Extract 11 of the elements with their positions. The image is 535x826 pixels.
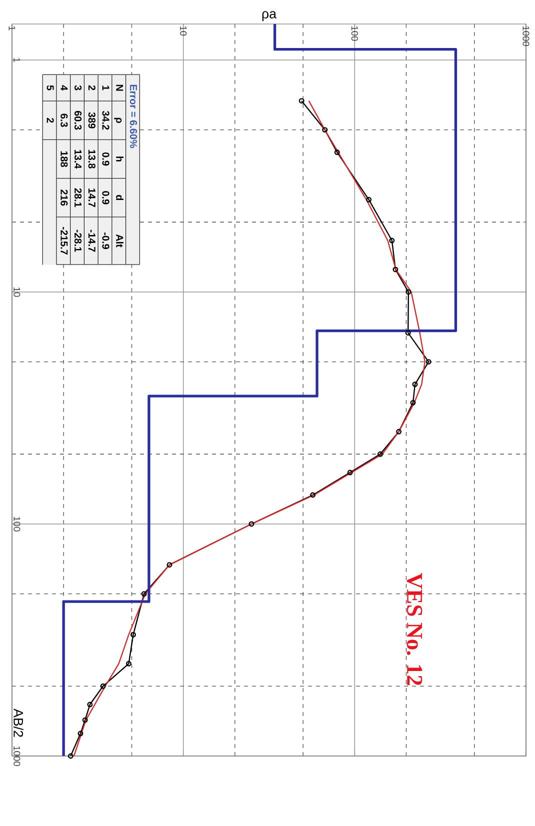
y-tick-label: 1 (14, 58, 20, 62)
y-axis-title: AB/2 (14, 708, 24, 737)
text: VES No. 12 (406, 572, 422, 686)
x-tick-label: 1 (8, 26, 16, 30)
y-tick-label: 10 (14, 288, 20, 297)
x-tick-label: 100 (351, 26, 358, 41)
y-tick-label: 100 (14, 516, 20, 532)
y-tick-label: 1000 (14, 746, 20, 766)
x-tick-label: 1000 (522, 26, 530, 46)
x-axis-title: ρa (262, 11, 277, 22)
x-tick-label: 10 (180, 26, 187, 36)
